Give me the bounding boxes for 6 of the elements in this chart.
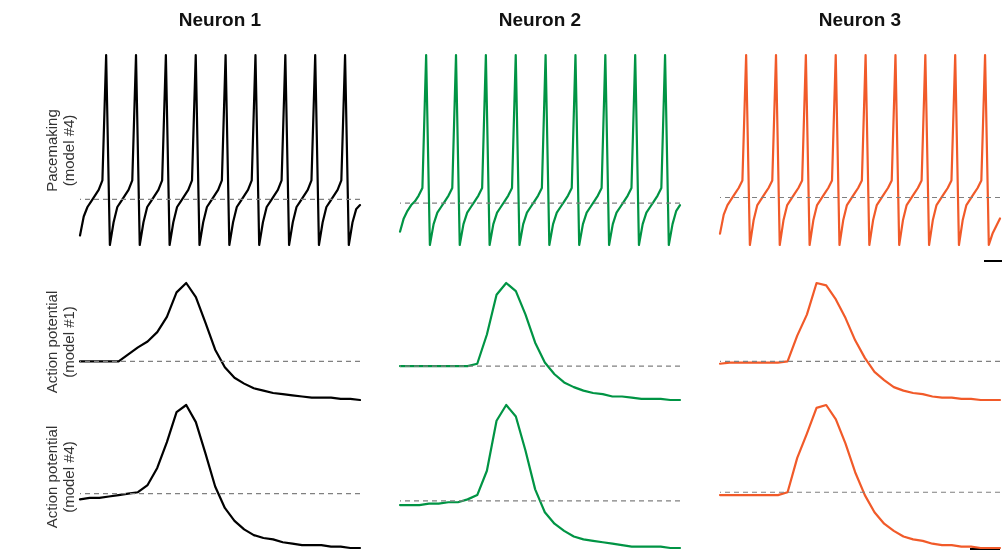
chart-title: Neuron 3 <box>818 8 902 30</box>
chart-title: Neuron 1 <box>178 8 262 30</box>
y-axis-title: Action potential (model #1) <box>42 290 77 394</box>
chart-title: Neuron 2 <box>498 8 582 30</box>
y-axis-title: Action potential (model #4) <box>42 425 77 529</box>
y-axis-title: Pacemaking (model #4) <box>42 109 77 192</box>
